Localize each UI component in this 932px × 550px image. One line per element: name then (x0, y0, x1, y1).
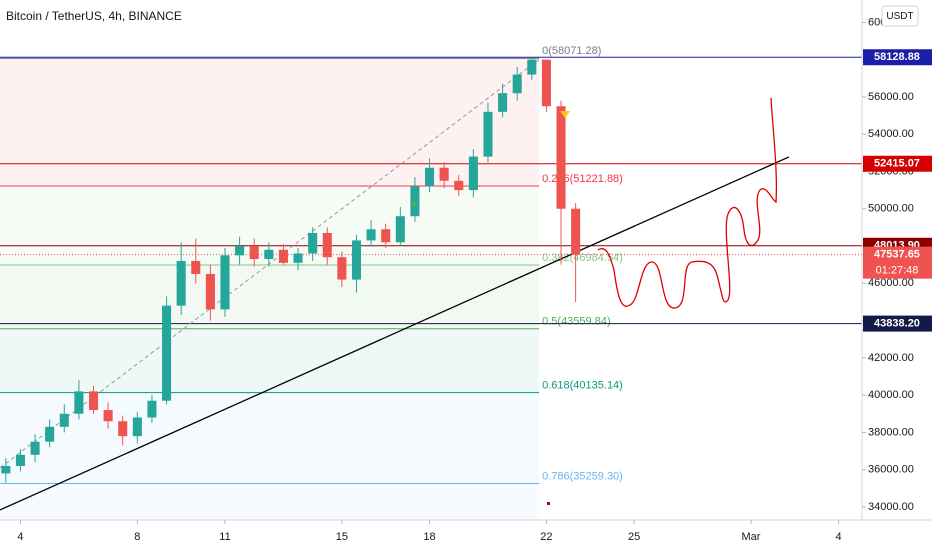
y-tick-label: 54000.00 (868, 128, 914, 140)
candle-body (454, 180, 464, 191)
candle-body (162, 305, 172, 401)
price-tag (863, 155, 932, 172)
countdown: 01:27:48 (876, 265, 919, 277)
y-tick-label: 46000.00 (868, 277, 914, 289)
price-tag (863, 246, 932, 279)
x-tick-label: Mar (741, 531, 760, 543)
y-tick-label: 38000.00 (868, 426, 914, 438)
candle-body (366, 229, 376, 241)
x-tick-label: 15 (336, 531, 348, 543)
fib-label: 0.382(46984.54) (542, 252, 623, 264)
x-tick-label: 4 (836, 531, 842, 543)
candle-body (498, 93, 508, 112)
x-tick-label: 4 (17, 531, 23, 543)
y-tick-label: 34000.00 (868, 501, 914, 513)
candle-body (45, 426, 55, 442)
fib-zone (0, 328, 540, 393)
price-tag-label: 52415.07 (874, 158, 920, 170)
trendline (0, 156, 790, 511)
fib-label: 0.786(35259.30) (542, 470, 623, 482)
plot-area: 0(58071.28) 0.236(51221.88) 0.382(46984.54… (0, 45, 862, 520)
candle-body (118, 421, 128, 437)
candle-body (439, 167, 449, 181)
candle-body (556, 106, 566, 209)
candle-body (176, 260, 186, 306)
fib-label: 0.236(51221.88) (542, 173, 623, 185)
candle-body (191, 260, 201, 274)
candle-body (351, 240, 362, 280)
price-tag (863, 315, 932, 332)
price-tag (863, 49, 932, 66)
x-tick-label: 22 (540, 531, 552, 543)
price-tag-label: 43838.20 (874, 317, 920, 329)
candle-body (264, 249, 274, 260)
chart-title: Bitcoin / TetherUS, 4h, BINANCE (6, 9, 182, 23)
candle-body (395, 216, 405, 243)
candle-body (571, 208, 581, 255)
signal-dot (547, 502, 550, 505)
candle-body (322, 232, 332, 258)
candle-body (308, 232, 318, 254)
currency-button[interactable] (881, 5, 919, 27)
candle-body (15, 454, 25, 466)
signal-marker (410, 199, 418, 206)
candle-body (541, 59, 551, 107)
y-tick-label: 42000.00 (868, 352, 914, 364)
price-tag-label: 58128.88 (874, 51, 920, 63)
candle-body (132, 417, 142, 437)
candle-body (512, 74, 522, 94)
fib-zone (0, 483, 540, 520)
candle-body (278, 249, 288, 263)
candle-body (88, 391, 99, 411)
currency-label: USDT (886, 11, 913, 22)
candle-body (103, 410, 113, 422)
signal-marker (560, 111, 570, 118)
y-tick-label: 56000.00 (868, 91, 914, 103)
candle-body (293, 253, 303, 263)
candle-body (147, 400, 157, 418)
candle-body (235, 246, 245, 256)
fib-label: 0(58071.28) (542, 45, 601, 57)
y-tick-label: 36000.00 (868, 464, 914, 476)
price-tag-label: 47537.65 (874, 249, 920, 261)
hand-drawn-projection (597, 97, 778, 309)
candle-body (527, 59, 537, 75)
candle-body (59, 413, 69, 427)
fib-zone (0, 264, 540, 329)
candle-body (205, 273, 215, 310)
candle-body (468, 156, 478, 191)
y-tick-label: 50000.00 (868, 203, 914, 215)
fib-label: 0.5(43559.84) (542, 316, 611, 328)
axis-layer: 34000.00 36000.00 38000.00 40000.00 42000.00… (17, 16, 932, 543)
x-tick-label: 18 (423, 531, 435, 543)
candle-body (74, 391, 84, 414)
candle-body (249, 246, 259, 260)
y-tick-label: 40000.00 (868, 389, 914, 401)
x-tick-label: 25 (628, 531, 640, 543)
x-tick-label: 11 (219, 531, 230, 543)
candle-body (30, 441, 40, 455)
candle-body (425, 167, 435, 187)
candle-body (220, 255, 230, 310)
candle-body (483, 111, 493, 157)
candle-body (337, 257, 347, 280)
fib-label: 0.618(40135.14) (542, 380, 623, 392)
time-axis (0, 520, 862, 550)
fib-zone (0, 58, 540, 186)
candle-body (1, 465, 11, 474)
candle-body (381, 229, 391, 243)
x-tick-label: 8 (134, 531, 140, 543)
